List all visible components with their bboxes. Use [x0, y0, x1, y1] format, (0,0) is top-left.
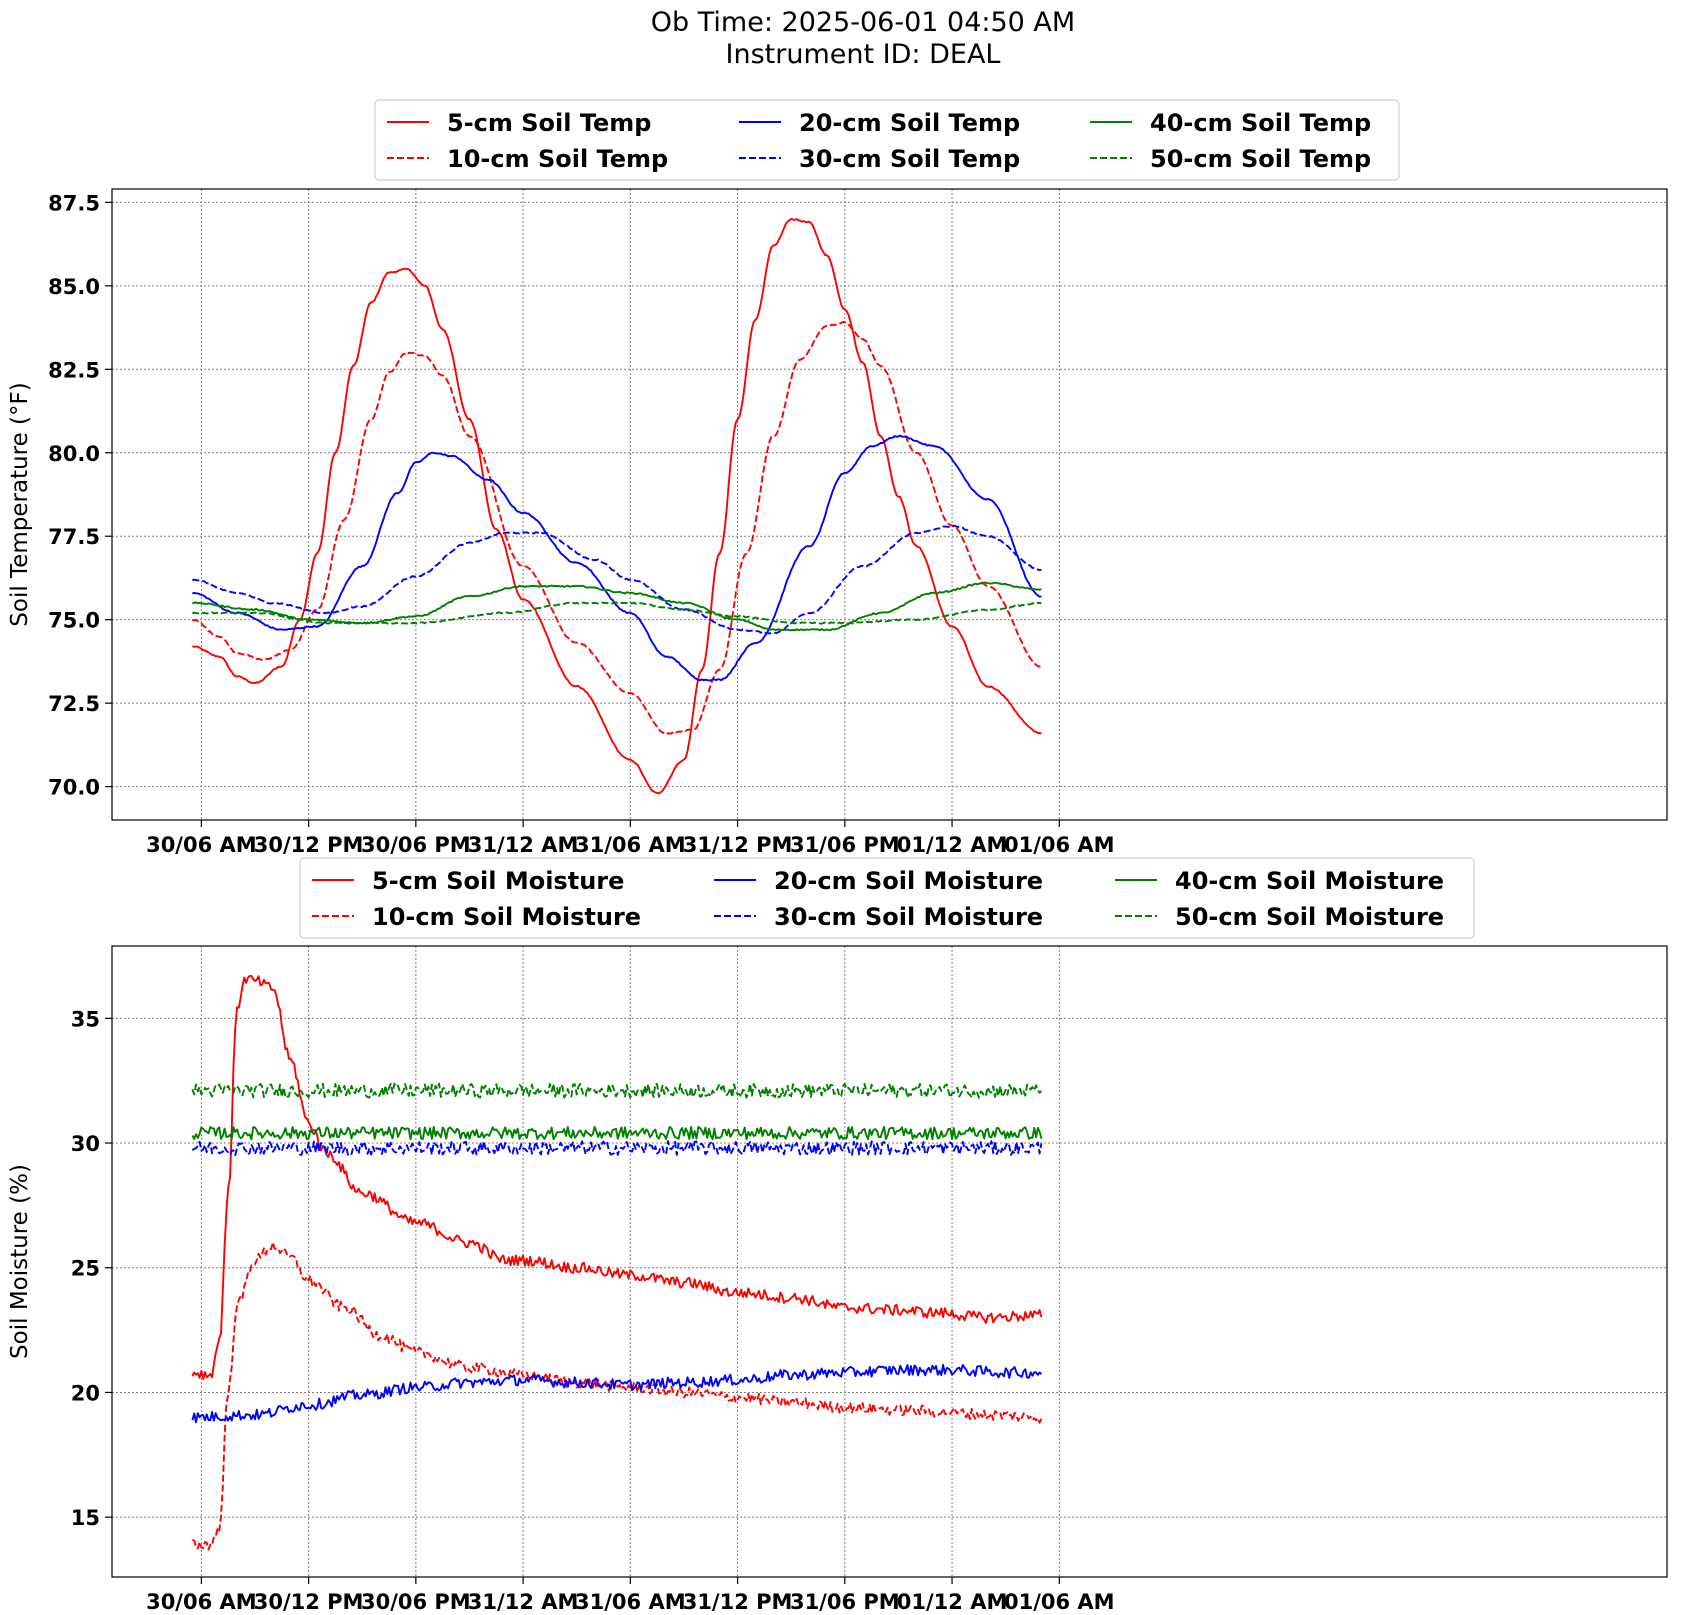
legend-label: 50-cm Soil Moisture	[1175, 903, 1444, 931]
legend-label: 10-cm Soil Temp	[447, 145, 668, 173]
x-tick-label: 30/06 AM	[146, 833, 257, 857]
y-tick-label: 30	[71, 1132, 100, 1156]
legend-label: 20-cm Soil Temp	[799, 109, 1020, 137]
y-tick-label: 87.5	[48, 191, 100, 215]
x-tick-label: 01/12 AM	[897, 833, 1008, 857]
chart-title-line-1: Ob Time: 2025-06-01 04:50 AM	[651, 7, 1075, 38]
y-tick-label: 25	[71, 1257, 100, 1281]
series-group	[191, 974, 1043, 1551]
series-line-10-cm-soil-temp	[192, 321, 1042, 735]
legend-box	[299, 857, 1475, 939]
legend-label: 10-cm Soil Moisture	[372, 903, 641, 931]
legend-label: 40-cm Soil Moisture	[1175, 867, 1444, 895]
grid	[112, 189, 1667, 820]
x-tick-label: 30/12 PM	[254, 833, 364, 857]
series-line-40-cm-soil-moisture	[191, 1125, 1043, 1141]
x-tick-label: 30/06 PM	[361, 1590, 471, 1614]
x-tick-label: 30/06 PM	[361, 833, 471, 857]
series-line-5-cm-soil-moisture	[191, 974, 1043, 1380]
legend-box	[374, 99, 1400, 181]
x-tick-label: 30/12 PM	[254, 1590, 364, 1614]
y-tick-label: 77.5	[48, 525, 100, 549]
y-tick-label: 75.0	[48, 609, 100, 633]
x-tick-label: 31/12 PM	[683, 833, 793, 857]
plot-frame	[111, 945, 1668, 1578]
series-line-20-cm-soil-moisture	[191, 1363, 1043, 1424]
y-tick-label: 35	[71, 1007, 100, 1031]
x-tick-label: 31/06 PM	[790, 833, 900, 857]
x-tick-label: 01/06 AM	[1004, 1590, 1115, 1614]
grid	[112, 946, 1667, 1577]
y-axis-label: Soil Moisture (%)	[7, 1164, 33, 1359]
y-tick-label: 80.0	[48, 442, 100, 466]
legend: 5-cm Soil Temp 10-cm Soil Temp 20-cm Soil …	[374, 99, 1400, 181]
x-tick-label: 01/12 AM	[897, 1590, 1008, 1614]
series-line-30-cm-soil-moisture	[191, 1140, 1043, 1156]
legend-label: 30-cm Soil Temp	[799, 145, 1020, 173]
x-tick-label: 31/06 PM	[790, 1590, 900, 1614]
plot-frame	[111, 188, 1668, 821]
x-tick-label: 01/06 AM	[1004, 833, 1115, 857]
y-axis-label: Soil Temperature (°F)	[7, 382, 33, 626]
y-tick-label: 82.5	[48, 358, 100, 382]
series-line-5-cm-soil-temp	[192, 217, 1042, 795]
x-tick-label: 31/12 AM	[468, 833, 579, 857]
x-tick-label: 31/12 PM	[683, 1590, 793, 1614]
x-tick-label: 31/12 AM	[468, 1590, 579, 1614]
y-tick-label: 85.0	[48, 275, 100, 299]
series-line-40-cm-soil-temp	[191, 581, 1042, 632]
series-line-50-cm-soil-moisture	[191, 1082, 1043, 1099]
y-tick-label: 20	[71, 1381, 100, 1405]
legend-label: 50-cm Soil Temp	[1150, 145, 1371, 173]
series-line-30-cm-soil-temp	[192, 524, 1042, 635]
x-tick-label: 30/06 AM	[146, 1590, 257, 1614]
legend-label: 5-cm Soil Temp	[447, 109, 651, 137]
series-line-10-cm-soil-moisture	[192, 1241, 1043, 1551]
y-tick-label: 70.0	[48, 776, 100, 800]
x-tick-label: 31/06 AM	[575, 1590, 686, 1614]
legend-label: 40-cm Soil Temp	[1150, 109, 1371, 137]
series-group	[191, 217, 1042, 795]
y-tick-label: 15	[71, 1506, 100, 1530]
legend-label: 30-cm Soil Moisture	[774, 903, 1043, 931]
chart-title-line-2: Instrument ID: DEAL	[726, 39, 1001, 70]
series-line-20-cm-soil-temp	[192, 434, 1042, 682]
legend: 5-cm Soil Moisture 10-cm Soil Moisture 20-…	[299, 857, 1475, 939]
x-tick-label: 31/06 AM	[575, 833, 686, 857]
legend-label: 20-cm Soil Moisture	[774, 867, 1043, 895]
series-line-50-cm-soil-temp	[191, 601, 1042, 625]
y-tick-label: 72.5	[48, 692, 100, 716]
legend-label: 5-cm Soil Moisture	[372, 867, 624, 895]
